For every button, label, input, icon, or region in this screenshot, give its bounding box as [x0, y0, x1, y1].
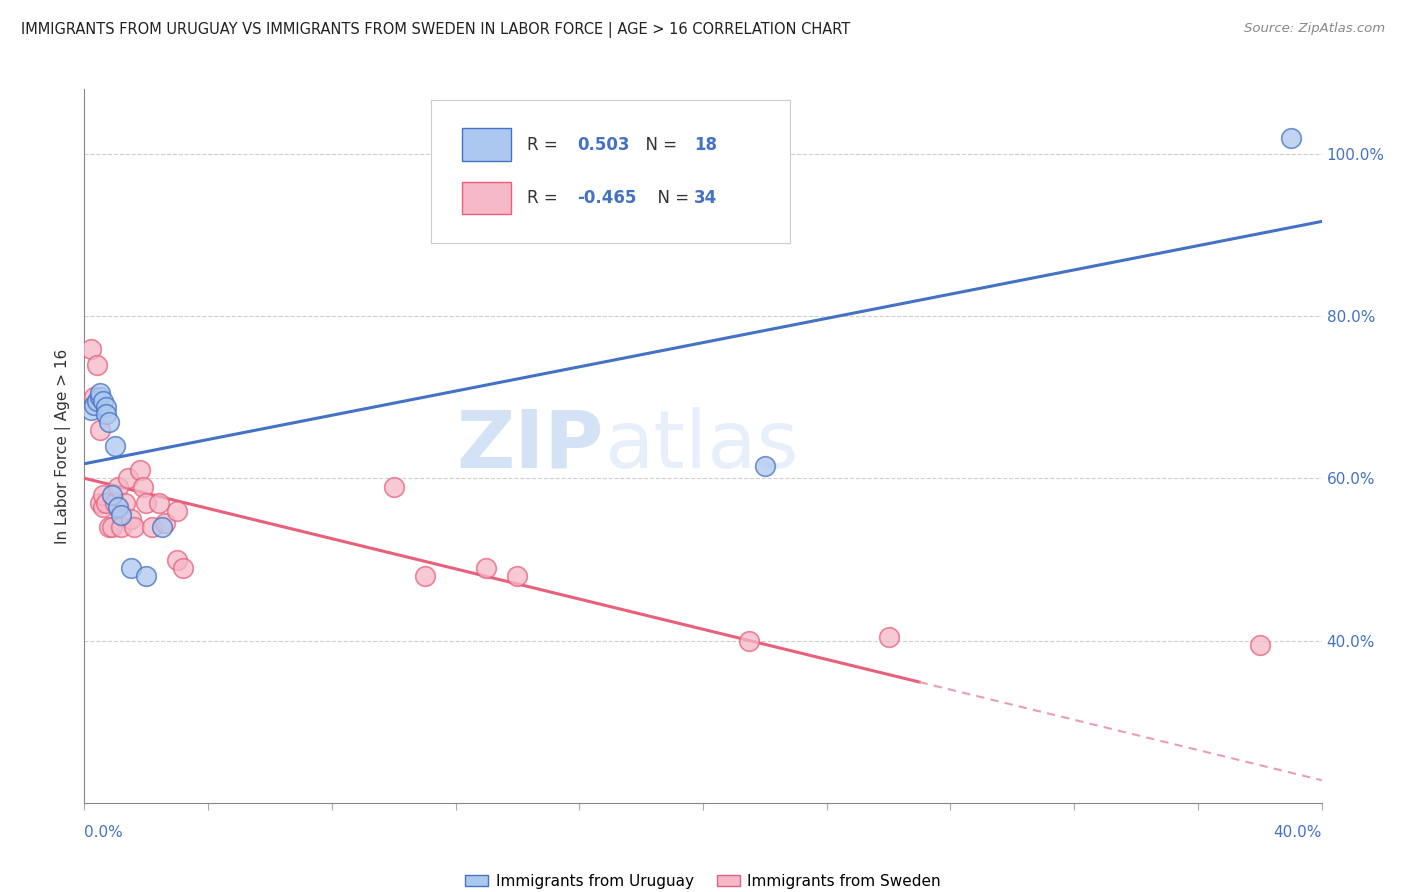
Point	[83, 390, 105, 404]
Point	[110, 508, 132, 522]
Point	[94, 407, 117, 421]
Point	[135, 496, 157, 510]
Point	[107, 479, 129, 493]
Point	[89, 386, 111, 401]
Text: 0.0%: 0.0%	[84, 825, 124, 840]
Point	[86, 358, 108, 372]
Point	[172, 560, 194, 574]
Point	[141, 520, 163, 534]
Point	[101, 520, 124, 534]
Text: N =: N =	[636, 136, 682, 153]
Point	[91, 500, 114, 514]
Y-axis label: In Labor Force | Age > 16: In Labor Force | Age > 16	[55, 349, 72, 543]
Point	[98, 520, 121, 534]
Point	[91, 394, 114, 409]
Point	[382, 479, 405, 493]
Text: 40.0%: 40.0%	[1274, 825, 1322, 840]
Point	[110, 520, 132, 534]
Point	[89, 496, 111, 510]
Text: N =: N =	[647, 189, 695, 207]
Point	[83, 399, 105, 413]
Point	[413, 568, 436, 582]
Point	[1279, 131, 1302, 145]
Text: R =: R =	[527, 189, 564, 207]
Point	[89, 390, 111, 404]
Point	[89, 423, 111, 437]
Point	[1249, 638, 1271, 652]
Point	[132, 479, 155, 493]
Point	[114, 496, 136, 510]
Point	[166, 504, 188, 518]
Point	[91, 488, 114, 502]
Point	[120, 560, 142, 574]
Point	[107, 500, 129, 514]
Point	[101, 488, 124, 502]
Text: 18: 18	[695, 136, 717, 153]
FancyBboxPatch shape	[461, 182, 512, 214]
Point	[79, 342, 101, 356]
Text: 0.503: 0.503	[576, 136, 630, 153]
Point	[104, 439, 127, 453]
Text: -0.465: -0.465	[576, 189, 636, 207]
Point	[738, 633, 761, 648]
Point	[120, 512, 142, 526]
Point	[754, 459, 776, 474]
Point	[153, 516, 176, 530]
Point	[129, 463, 152, 477]
Point	[135, 568, 157, 582]
Text: atlas: atlas	[605, 407, 799, 485]
FancyBboxPatch shape	[461, 128, 512, 161]
Point	[150, 520, 173, 534]
Point	[166, 552, 188, 566]
FancyBboxPatch shape	[430, 100, 790, 243]
Text: IMMIGRANTS FROM URUGUAY VS IMMIGRANTS FROM SWEDEN IN LABOR FORCE | AGE > 16 CORR: IMMIGRANTS FROM URUGUAY VS IMMIGRANTS FR…	[21, 22, 851, 38]
Point	[104, 496, 127, 510]
Point	[475, 560, 498, 574]
Legend: Immigrants from Uruguay, Immigrants from Sweden: Immigrants from Uruguay, Immigrants from…	[460, 868, 946, 892]
Text: 34: 34	[695, 189, 717, 207]
Point	[86, 394, 108, 409]
Point	[122, 520, 145, 534]
Point	[98, 415, 121, 429]
Point	[79, 402, 101, 417]
Point	[148, 496, 170, 510]
Point	[94, 400, 117, 414]
Point	[877, 630, 900, 644]
Text: ZIP: ZIP	[457, 407, 605, 485]
Point	[94, 496, 117, 510]
Text: Source: ZipAtlas.com: Source: ZipAtlas.com	[1244, 22, 1385, 36]
Text: R =: R =	[527, 136, 564, 153]
Point	[506, 568, 529, 582]
Point	[117, 471, 139, 485]
